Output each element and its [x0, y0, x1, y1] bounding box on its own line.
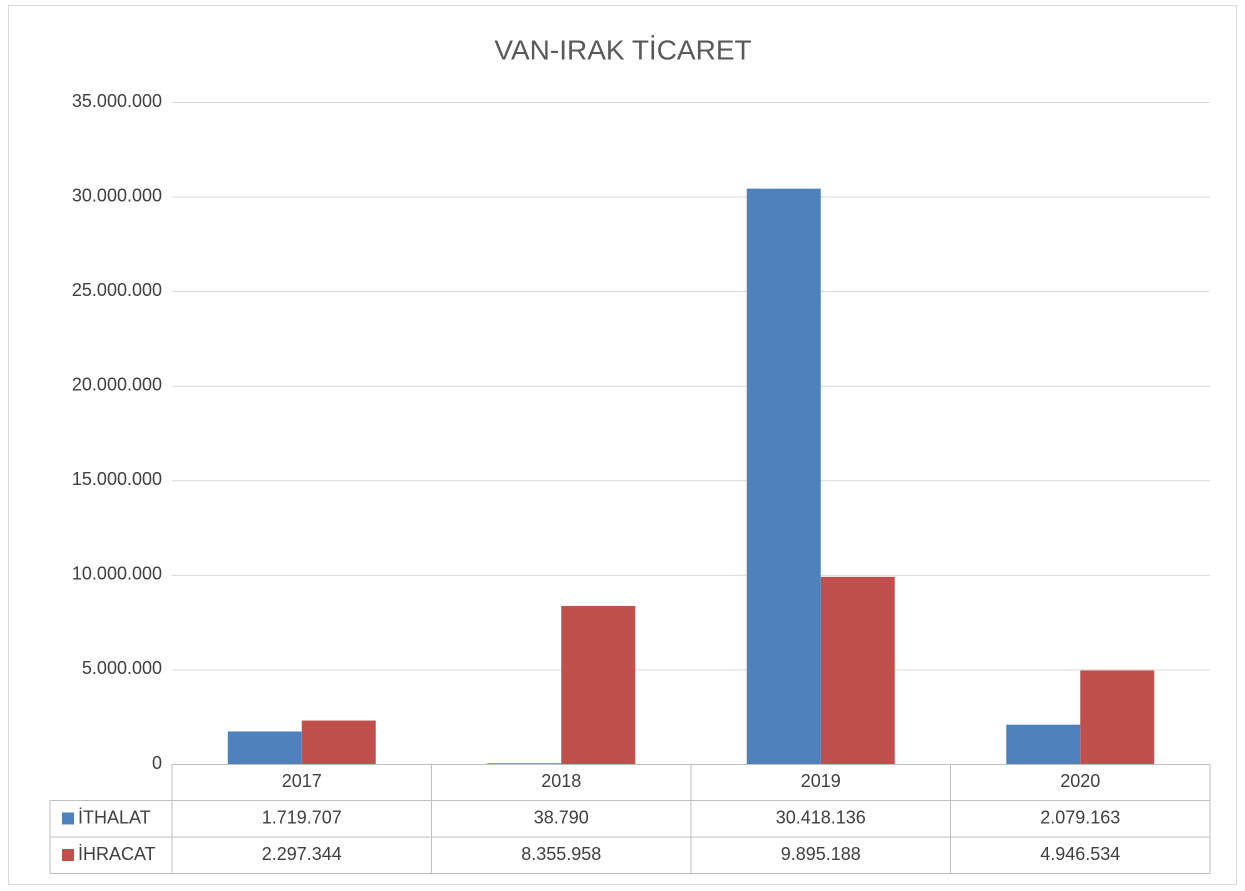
bar — [820, 576, 895, 764]
bar — [301, 720, 376, 764]
chart-title: VAN-IRAK TİCARET — [494, 34, 751, 65]
y-tick-label: 25.000.000 — [72, 280, 162, 300]
table-value: 2.297.344 — [262, 844, 342, 864]
x-tick-label: 2020 — [1060, 771, 1100, 791]
y-tick-label: 0 — [152, 753, 162, 773]
y-tick-label: 15.000.000 — [72, 469, 162, 489]
y-tick-label: 10.000.000 — [72, 564, 162, 584]
table-value: 38.790 — [534, 807, 589, 827]
legend-swatch — [62, 812, 74, 825]
table-value: 8.355.958 — [521, 844, 601, 864]
x-tick-label: 2017 — [282, 771, 322, 791]
bar — [1080, 670, 1155, 764]
table-value: 30.418.136 — [776, 807, 866, 827]
table-value: 9.895.188 — [781, 844, 861, 864]
table-value: 1.719.707 — [262, 807, 342, 827]
bar — [1006, 724, 1081, 764]
table-value: 4.946.534 — [1040, 844, 1120, 864]
y-tick-label: 30.000.000 — [72, 185, 162, 205]
legend-label: İTHALAT — [78, 807, 151, 827]
legend-swatch — [62, 849, 74, 861]
bar — [561, 605, 636, 764]
bar — [487, 763, 562, 764]
y-tick-label: 20.000.000 — [72, 374, 162, 394]
legend-label: İHRACAT — [78, 844, 156, 864]
table-value: 2.079.163 — [1040, 807, 1120, 827]
bar — [746, 188, 821, 764]
bar — [227, 731, 302, 764]
y-tick-label: 5.000.000 — [82, 658, 162, 678]
x-tick-label: 2018 — [541, 771, 581, 791]
x-tick-label: 2019 — [801, 771, 841, 791]
y-tick-label: 35.000.000 — [72, 91, 162, 111]
